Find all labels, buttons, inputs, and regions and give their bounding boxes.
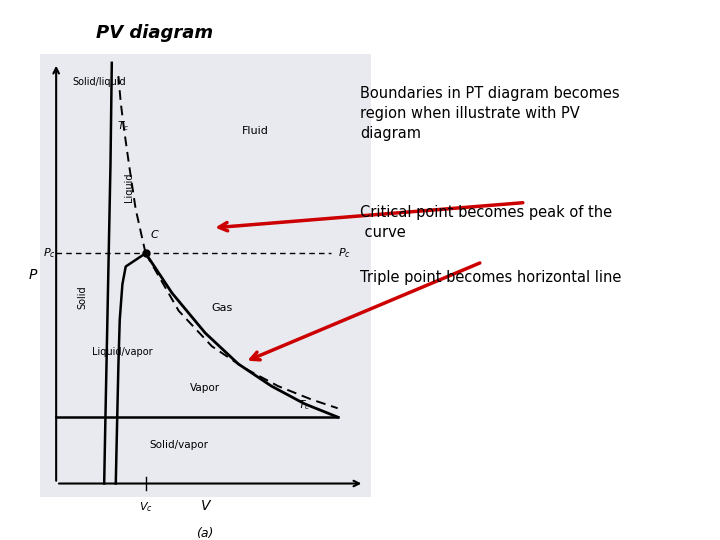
- Text: Vapor: Vapor: [190, 382, 220, 393]
- Text: Solid: Solid: [78, 286, 88, 309]
- Text: $V_c$: $V_c$: [139, 500, 153, 514]
- Text: (a): (a): [197, 526, 214, 539]
- Text: P: P: [29, 268, 37, 282]
- Text: Critical point becomes peak of the
 curve: Critical point becomes peak of the curve: [360, 205, 612, 240]
- Text: Triple point becomes horizontal line: Triple point becomes horizontal line: [360, 270, 621, 285]
- Text: V: V: [200, 499, 210, 513]
- Text: $T_c$: $T_c$: [298, 398, 310, 412]
- Text: $T_c$: $T_c$: [117, 119, 130, 133]
- Text: Fluid: Fluid: [241, 126, 269, 136]
- Text: Gas: Gas: [211, 303, 233, 313]
- Text: $P_c$: $P_c$: [43, 246, 55, 260]
- Text: Liquid: Liquid: [124, 172, 134, 201]
- Text: C: C: [150, 230, 158, 240]
- Text: Liquid/vapor: Liquid/vapor: [92, 347, 153, 357]
- Text: PV diagram: PV diagram: [96, 24, 213, 42]
- Text: $P_c$: $P_c$: [338, 246, 351, 260]
- Text: Boundaries in PT diagram becomes
region when illustrate with PV
diagram: Boundaries in PT diagram becomes region …: [360, 86, 620, 141]
- Text: Solid/vapor: Solid/vapor: [149, 440, 208, 450]
- Text: Solid/liquid: Solid/liquid: [73, 77, 126, 87]
